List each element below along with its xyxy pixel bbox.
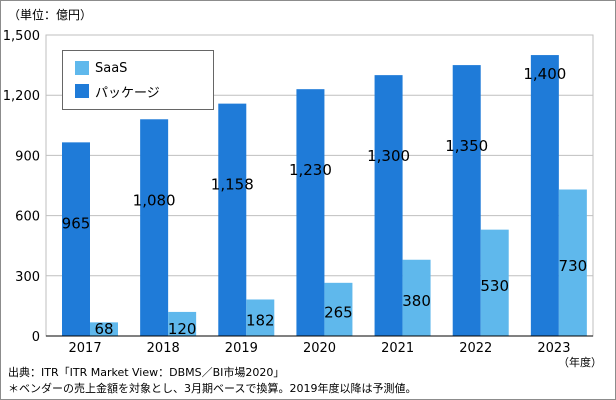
bar-package [374,75,403,336]
x-tick-label: 2022 [459,341,492,356]
data-label-package: 1,080 [133,191,176,209]
bar-saas [168,311,197,336]
data-label-package: 965 [62,214,91,232]
data-label-package: 1,300 [367,147,410,165]
y-tick-label: 1,200 [3,89,40,104]
data-label-saas: 730 [559,257,588,275]
y-tick-label: 300 [15,270,40,285]
data-label-saas: 120 [168,320,197,338]
footnote: ＊ベンダーの売上金額を対象とし、3月期ベースで換算。2019年度以降は予測値。 [8,382,417,395]
legend: SaaS パッケージ [62,50,214,110]
y-tick-label: 1,500 [3,29,40,44]
data-label-package: 1,158 [211,176,254,194]
unit-label: （単位：億円） [8,8,93,22]
bar-package [218,103,247,337]
legend-item-package: パッケージ [75,83,160,101]
x-tick-label: 2021 [381,341,414,356]
bar-saas [402,259,431,336]
source-note: 出典：ITR「ITR Market View：DBMS／BI市場2020」 [8,366,285,379]
data-label-saas: 68 [94,320,113,338]
bar-saas [246,299,275,336]
bar-saas [324,282,353,336]
data-label-saas: 530 [480,277,509,295]
bar-package [296,89,325,337]
data-label-package: 1,400 [523,65,566,83]
legend-label-saas: SaaS [95,60,128,76]
x-tick-label: 2019 [225,341,258,356]
data-label-package: 1,230 [289,161,332,179]
bar-saas [558,189,587,336]
x-tick-label: 2020 [303,341,336,356]
bar-package [452,65,481,336]
data-label-package: 1,350 [445,137,488,155]
bar-saas [480,229,509,336]
legend-label-package: パッケージ [95,85,160,101]
bar-saas [90,322,118,336]
data-label-saas: 380 [402,292,431,310]
legend-swatch-package [75,84,89,98]
y-tick-label: 900 [15,149,40,164]
x-tick-label: 2018 [147,341,180,356]
x-axis-unit-label: （年度） [558,356,602,369]
x-tick-label: 2017 [69,341,102,356]
legend-item-saas: SaaS [75,60,127,76]
x-tick-label: 2023 [537,341,570,356]
bar-package [140,119,169,336]
bar-package [530,55,559,337]
y-tick-label: 0 [32,330,40,345]
bar-package [62,142,90,336]
y-tick-label: 600 [15,210,40,225]
data-label-saas: 182 [246,312,275,330]
data-label-saas: 265 [324,303,353,321]
legend-swatch-saas [75,61,89,75]
